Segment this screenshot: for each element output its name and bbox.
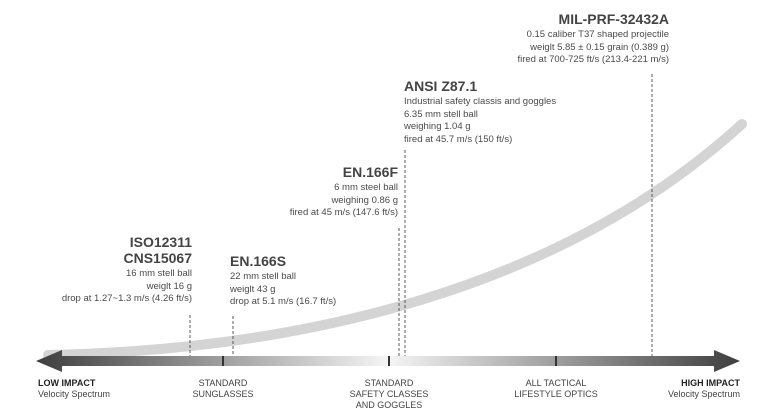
category-tactical: ALL TACTICAL LIFESTYLE OPTICS	[496, 378, 616, 400]
standard-detail: 6.35 mm stell ball	[404, 108, 478, 120]
low-impact-title: LOW IMPACT	[38, 378, 96, 388]
low-impact-sub: Velocity Spectrum	[38, 389, 111, 399]
impact-curve	[43, 119, 747, 360]
category-line: STANDARD	[364, 378, 414, 388]
standard-en166f: EN.166F 6 mm steel ball weighing 0.86 g …	[290, 164, 398, 220]
standard-title: EN.166S	[230, 253, 287, 269]
standard-detail: Industrial safety classis and goggles	[404, 96, 557, 107]
category-safety: STANDARD SAFETY CLASSES AND GOGGLES	[329, 378, 449, 411]
standard-detail: fired at 45.7 m/s (150 ft/s)	[404, 133, 513, 145]
standard-iso: ISO12311 CNS15067 16 mm stell ball weigl…	[62, 234, 192, 306]
standard-en166s: EN.166S 22 mm stell ball weiglt 43 g dro…	[230, 253, 336, 309]
category-line: SAFETY CLASSES	[349, 389, 429, 399]
standard-detail: weighing 1.04 g	[404, 121, 471, 132]
low-impact-label: LOW IMPACT Velocity Spectrum	[38, 378, 110, 400]
high-impact-title: HIGH IMPACT	[681, 378, 740, 388]
standard-detail: 0.15 caliber T37 shaped projectile	[526, 29, 669, 40]
standard-title: MIL-PRF-32432A	[558, 11, 669, 27]
category-line: AND GOGGLES	[355, 400, 423, 410]
standard-title: EN.166F	[342, 164, 398, 180]
category-line: ALL TACTICAL	[525, 378, 587, 388]
standard-ansi: ANSI Z87.1 Industrial safety classis and…	[404, 78, 556, 146]
standard-detail: weiglt 43 g	[230, 283, 276, 295]
standard-mil: MIL-PRF-32432A 0.15 caliber T37 shaped p…	[517, 11, 669, 67]
standard-detail: fired at 45 m/s (147.6 ft/s)	[289, 207, 398, 218]
category-line: LIFESTYLE OPTICS	[514, 389, 598, 399]
standard-detail: weiglt 16 g	[146, 280, 192, 292]
category-line: SUNGLASSES	[192, 389, 254, 399]
high-impact-sub: Velocity Spectrum	[667, 389, 740, 399]
category-sunglasses: STANDARD SUNGLASSES	[173, 378, 273, 400]
high-impact-label: HIGH IMPACT Velocity Spectrum	[668, 378, 740, 400]
standard-detail: weighing 0.86 g	[331, 194, 398, 206]
standard-detail: 16 mm stell ball	[126, 268, 192, 279]
standard-title: ANSI Z87.1	[404, 78, 478, 94]
category-ticks	[222, 356, 557, 366]
standard-detail: 6 mm steel ball	[334, 182, 398, 193]
standard-detail: 22 mm stell ball	[230, 271, 296, 282]
category-line: STANDARD	[198, 378, 248, 388]
standard-detail: weiglt 5.85 ± 0.15 grain (0.389 g)	[530, 41, 669, 53]
standard-detail: drop at 1.27~1.3 m/s (4.26 ft/s)	[61, 293, 192, 304]
standard-title: CNS15067	[123, 250, 193, 266]
standard-leader-lines	[189, 74, 653, 356]
standard-title: ISO12311	[129, 234, 192, 250]
standard-detail: drop at 5.1 m/s (16.7 ft/s)	[230, 296, 337, 307]
standard-detail: fired at 700-725 ft/s (213.4-221 m/s)	[517, 54, 669, 65]
